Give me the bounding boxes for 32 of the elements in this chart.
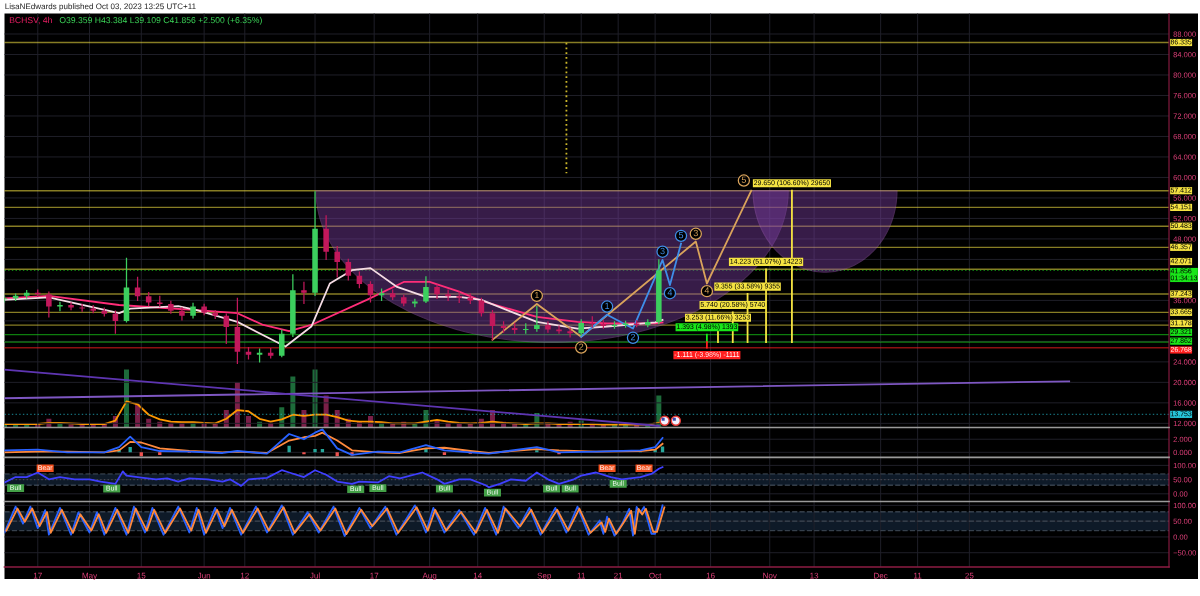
x-tick-label: Sep (537, 572, 552, 581)
x-tick-label: Dec (874, 572, 888, 579)
annotation: 5 (741, 176, 746, 183)
x-tick-label: 16 (706, 572, 715, 579)
x-tick-label: 13 (810, 572, 819, 579)
x-tick-label: Jul (310, 572, 320, 579)
annotation: 2 (630, 333, 636, 341)
annotation: 3 (693, 229, 698, 237)
x-tick-label: 21 (614, 572, 623, 579)
x-tick-label: 25 (965, 572, 974, 579)
x-tick-label: 14 (473, 572, 482, 579)
x-tick-label: 12 (240, 572, 249, 579)
annotation: 4 (667, 289, 673, 296)
annotation: 5 (678, 231, 684, 239)
text: LisaNEdwards published Oct 03, 2023 13:25 UTC+11 (5, 3, 196, 11)
x-tick-label: 11 (914, 572, 922, 579)
x-tick-label: 17 (370, 572, 379, 579)
chart-subtitle: O39.359 H43.384 L39.109 C41.856 +2.500 (+6.35%) (59, 16, 262, 25)
x-tick-label: 17 (33, 572, 42, 579)
annotation: 1 (605, 302, 610, 309)
x-tick-label: Nov (763, 572, 777, 579)
annotation: 1 (535, 291, 539, 299)
x-tick-label: Oct (649, 572, 662, 579)
x-tick-label: Jun (197, 572, 211, 579)
chart-title: BCHSV, 4h (9, 16, 52, 25)
annotation: 3 (660, 247, 665, 255)
x-tick-label: Aug (422, 572, 437, 581)
annotation: 2 (579, 343, 584, 350)
annotation: 4 (704, 287, 710, 294)
x-tick-label: 15 (137, 572, 146, 579)
x-tick-label: 11 (577, 572, 585, 579)
x-tick-label: May (82, 572, 98, 581)
